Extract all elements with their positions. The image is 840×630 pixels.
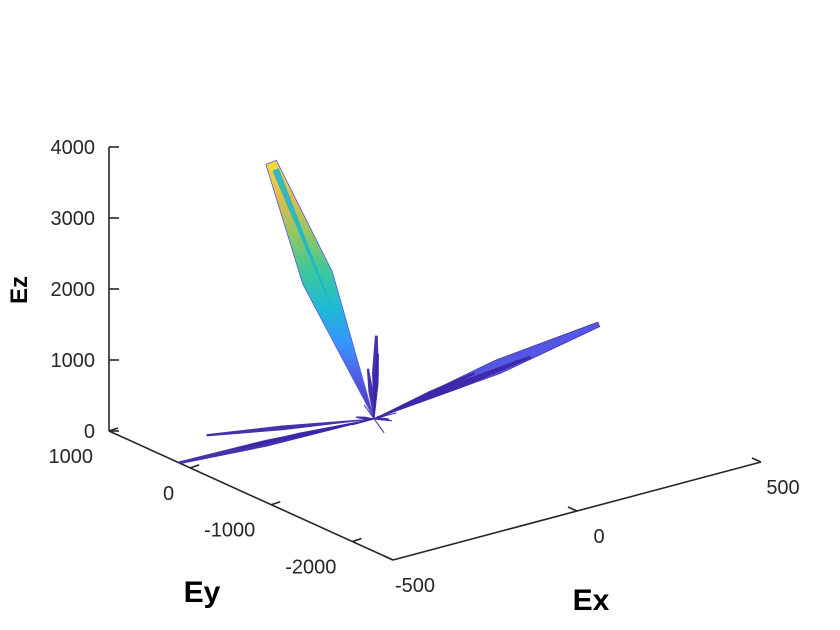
ez-tick-label: 4000 bbox=[51, 137, 96, 159]
center-spike bbox=[363, 404, 375, 420]
radiation-lobe bbox=[265, 159, 375, 420]
ey-tick-mark bbox=[189, 464, 200, 469]
ez-tick-label: 0 bbox=[84, 421, 95, 443]
radiation-lobe-face bbox=[272, 168, 340, 329]
radiation-lobe bbox=[239, 418, 375, 449]
ex-tick-label: -500 bbox=[395, 575, 435, 597]
ez-axis-ticks: 0 1000 2000 3000 4000 bbox=[51, 137, 119, 443]
ex-axis-ticks: -500 0 500 bbox=[383, 457, 800, 597]
ey-axis-label: Ey bbox=[184, 576, 221, 609]
radiation-lobe bbox=[373, 353, 379, 420]
ex-tick-label: 500 bbox=[766, 477, 799, 499]
ex-tick-mark bbox=[567, 506, 578, 512]
ey-tick-label: 0 bbox=[163, 483, 174, 505]
center-spike bbox=[374, 418, 393, 422]
ey-tick-label: 1000 bbox=[49, 446, 94, 468]
ey-axis-line bbox=[108, 430, 394, 561]
ex-tick-mark bbox=[751, 457, 762, 463]
ey-tick-label: -2000 bbox=[285, 557, 336, 579]
radiation-lobe bbox=[366, 368, 375, 420]
radiation-lobe bbox=[206, 418, 375, 437]
center-spike bbox=[374, 412, 397, 420]
ex-tick-mark bbox=[383, 555, 394, 561]
ez-tick-label: 3000 bbox=[51, 208, 96, 230]
ez-axis-label: Ez bbox=[6, 276, 33, 304]
center-spike bbox=[373, 418, 385, 434]
radiation-lobe bbox=[373, 372, 475, 420]
ey-tick-mark bbox=[352, 537, 362, 543]
ey-axis-ticks: 1000 0 -1000 -2000 bbox=[49, 427, 362, 579]
ey-tick-mark bbox=[271, 500, 281, 506]
ey-tick-label: -1000 bbox=[204, 520, 255, 542]
ex-axis-label: Ex bbox=[573, 584, 610, 617]
ez-tick-label: 2000 bbox=[51, 279, 96, 301]
ex-tick-label: 0 bbox=[593, 526, 604, 548]
center-spike bbox=[356, 416, 375, 420]
ez-tick-label: 1000 bbox=[51, 350, 96, 372]
center-spike bbox=[352, 418, 375, 426]
radiation-lobes bbox=[178, 159, 601, 465]
ey-tick-mark bbox=[108, 427, 119, 432]
